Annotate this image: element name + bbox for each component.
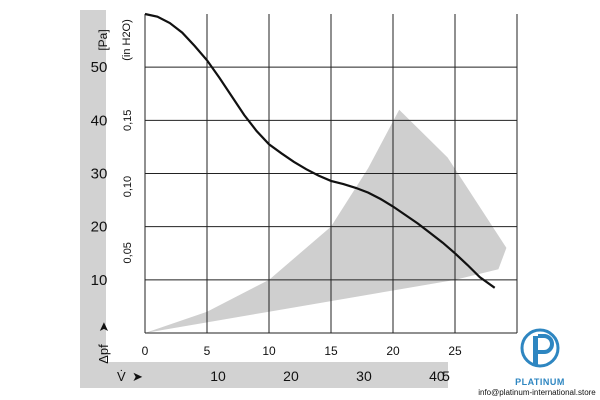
curve-layer bbox=[144, 12, 496, 289]
grid-layer bbox=[80, 10, 518, 388]
fan-curve bbox=[144, 12, 496, 289]
x-tick-label: 20 bbox=[386, 344, 400, 358]
x-tick-label: 15 bbox=[324, 344, 338, 358]
y-axis-symbol: Δpf bbox=[96, 344, 111, 364]
y-tick-label: 30 bbox=[91, 166, 108, 183]
labels-layer: 10 20 30 40 50 0,05 0,10 0,15 0 5 10 15 20 25 10 20 30 40… bbox=[91, 59, 462, 384]
logo-stem bbox=[533, 336, 538, 366]
y-tick-label: 10 bbox=[91, 272, 108, 289]
secondary-x-axis-strip bbox=[80, 362, 448, 388]
y-tick-label: 50 bbox=[91, 59, 108, 76]
x2-tick-label: 10 bbox=[210, 368, 226, 384]
x2-tick-label: 30 bbox=[356, 368, 372, 384]
operating-region bbox=[145, 109, 507, 333]
y-axis-arrow: ➤ bbox=[96, 321, 111, 332]
x2-tick-label: 5 bbox=[442, 368, 450, 384]
x-axis-symbol: V̇ bbox=[117, 369, 126, 384]
y2-tick-label: 0,10 bbox=[122, 176, 134, 197]
logo-bowl bbox=[538, 334, 554, 354]
logo-ring bbox=[520, 328, 560, 368]
brand-name: PLATINUM bbox=[515, 377, 565, 387]
y2-tick-label: 0,05 bbox=[122, 242, 134, 263]
y-tick-label: 20 bbox=[91, 219, 108, 236]
x-tick-label: 0 bbox=[142, 344, 149, 358]
y-unit-inh2o: (in H2O) bbox=[121, 19, 133, 61]
x-tick-label: 25 bbox=[448, 344, 462, 358]
x2-tick-label: 40 bbox=[429, 368, 445, 384]
y-axis-strip bbox=[80, 10, 106, 362]
y-tick-label: 40 bbox=[91, 112, 108, 129]
y-unit-pa: [Pa] bbox=[96, 29, 110, 50]
platinum-logo bbox=[520, 328, 560, 368]
x2-tick-label: 20 bbox=[283, 368, 299, 384]
x-tick-label: 5 bbox=[204, 344, 211, 358]
x-tick-label: 10 bbox=[262, 344, 276, 358]
contact-email: info@platinum-international.store bbox=[478, 388, 596, 397]
operating-region-layer bbox=[145, 109, 507, 333]
x-axis-arrow: ➤ bbox=[132, 369, 143, 384]
y2-tick-label: 0,15 bbox=[122, 110, 134, 131]
